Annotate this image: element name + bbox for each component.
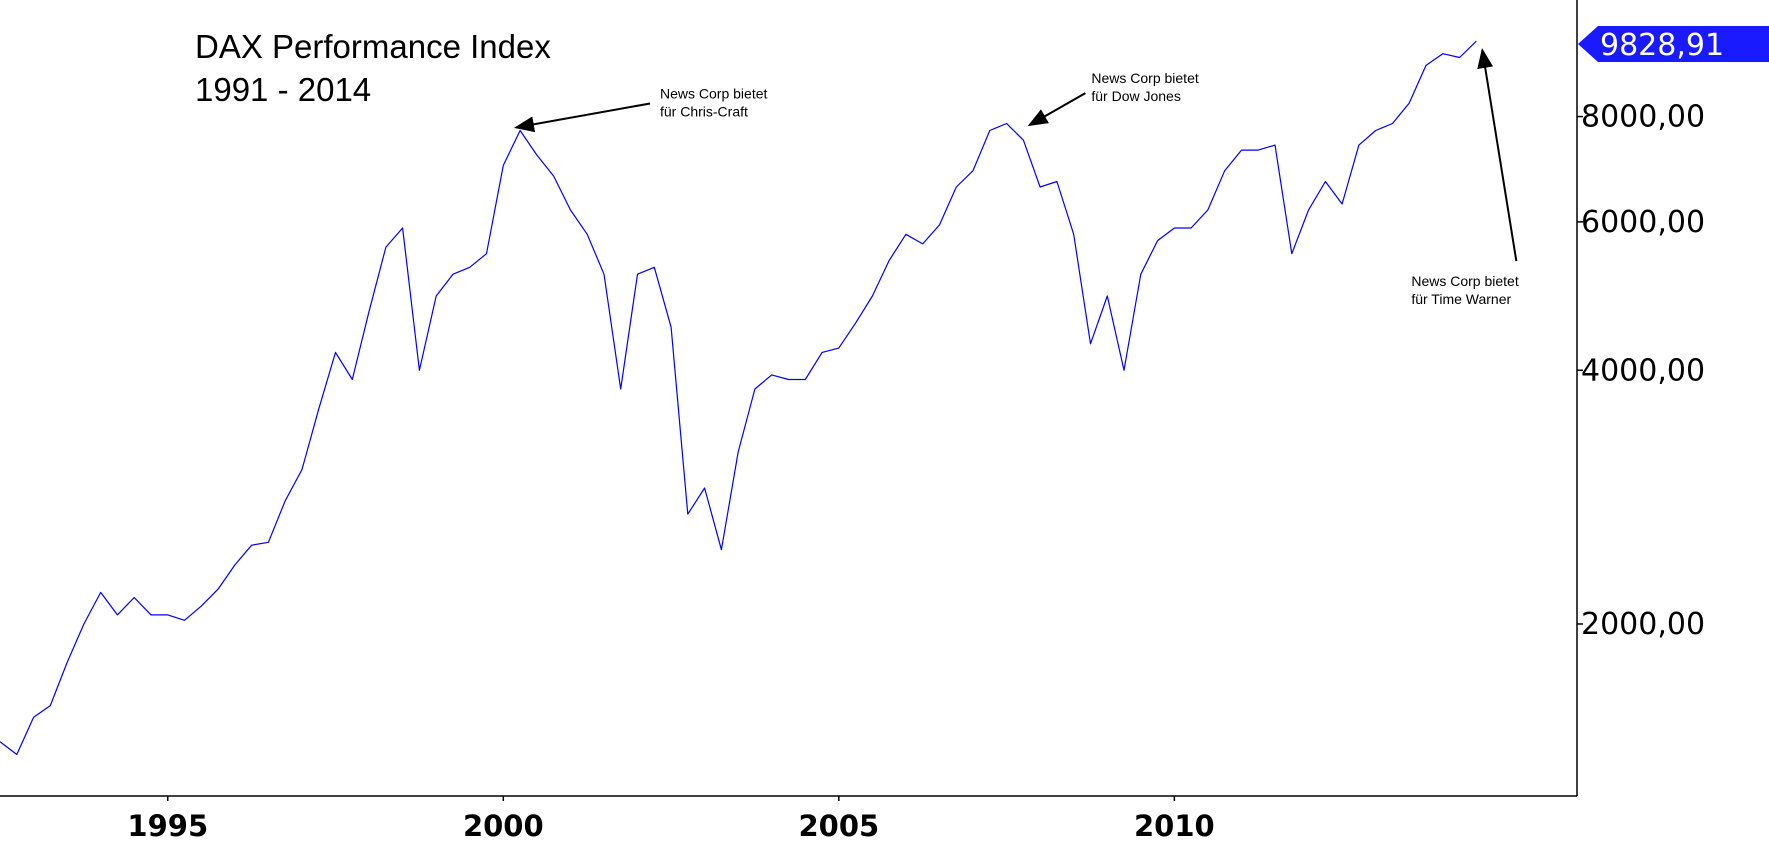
last-value-badge-shape bbox=[1578, 26, 1769, 62]
x-tick-label: 2000 bbox=[463, 809, 544, 843]
y-tick-group: 2000,00 4000,00 6000,00 8000,00 bbox=[1577, 100, 1705, 642]
x-tick-label: 2010 bbox=[1134, 809, 1215, 843]
last-value-label: 9828,91 bbox=[1600, 28, 1724, 63]
axes-frame bbox=[0, 0, 1578, 797]
annotation-arrow bbox=[514, 102, 651, 133]
annotation-group: News Corp bietet für Chris-Craft News Corp… bbox=[514, 48, 1519, 307]
chart-title-block: DAX Performance Index 1991 - 2014 bbox=[195, 28, 551, 108]
annotation-arrow bbox=[1477, 48, 1518, 262]
x-tick-group: 1995 2000 2005 2010 bbox=[127, 796, 1215, 843]
annotation-label: News Corp bietet bbox=[660, 85, 767, 101]
annotation-label: News Corp bietet bbox=[1411, 273, 1518, 289]
y-tick-label: 4000,00 bbox=[1581, 353, 1705, 388]
annotation-label: für Chris-Craft bbox=[660, 103, 748, 119]
chart-subtitle: 1991 - 2014 bbox=[195, 71, 371, 108]
annotation-arrow bbox=[1027, 92, 1086, 127]
chart-title: DAX Performance Index bbox=[195, 28, 551, 65]
series-line-dax bbox=[0, 40, 1477, 756]
x-tick-label: 1995 bbox=[127, 809, 208, 843]
annotation-label: für Time Warner bbox=[1411, 291, 1511, 307]
annotation-label: News Corp bietet bbox=[1091, 70, 1198, 86]
y-tick-label: 2000,00 bbox=[1581, 607, 1705, 642]
last-value-badge: 9828,91 bbox=[1578, 26, 1769, 63]
y-tick-label: 8000,00 bbox=[1581, 100, 1705, 135]
y-tick-label: 6000,00 bbox=[1581, 205, 1705, 240]
x-tick-label: 2005 bbox=[798, 809, 879, 843]
annotation-label: für Dow Jones bbox=[1091, 88, 1180, 104]
